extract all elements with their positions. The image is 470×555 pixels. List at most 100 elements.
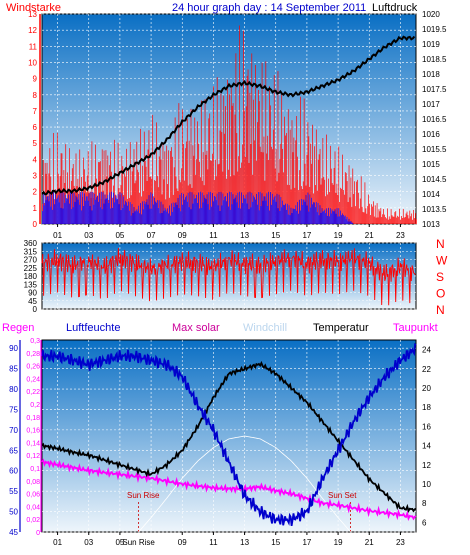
gust-bar bbox=[379, 211, 381, 224]
x-tick-label: 03 bbox=[84, 231, 93, 240]
avg-bar bbox=[74, 201, 76, 224]
gust-bar bbox=[291, 120, 293, 224]
gust-bar bbox=[171, 156, 173, 224]
avg-bar bbox=[45, 200, 47, 224]
gust-bar bbox=[248, 162, 250, 224]
x-tick-label: 11 bbox=[209, 538, 218, 547]
gust-bar bbox=[129, 142, 131, 224]
avg-bar bbox=[85, 200, 86, 224]
avg-bar bbox=[200, 207, 202, 224]
avg-bar bbox=[241, 192, 242, 224]
avg-bar bbox=[292, 208, 294, 224]
avg-bar bbox=[341, 215, 342, 224]
avg-bar bbox=[126, 202, 127, 224]
gust-bar bbox=[324, 179, 326, 224]
gust-bar bbox=[289, 129, 291, 224]
avg-bar bbox=[137, 211, 139, 224]
gust-bar bbox=[48, 173, 50, 224]
avg-bar bbox=[335, 213, 337, 224]
gust-bar bbox=[370, 215, 371, 224]
avg-bar bbox=[131, 204, 133, 224]
avg-bar bbox=[188, 207, 190, 224]
gust-bar bbox=[121, 155, 123, 224]
avg-bar bbox=[44, 193, 46, 224]
gust-bar bbox=[296, 116, 298, 224]
avg-bar bbox=[122, 208, 124, 224]
rain-tick-label: 0,28 bbox=[26, 351, 40, 358]
x-tick-label: 15 bbox=[271, 538, 280, 547]
avg-bar bbox=[176, 204, 178, 224]
avg-bar bbox=[94, 193, 96, 224]
avg-bar bbox=[77, 199, 79, 224]
avg-bar bbox=[332, 211, 334, 224]
gust-bar bbox=[387, 219, 389, 224]
x-tick-label: 19 bbox=[334, 231, 343, 240]
avg-bar bbox=[240, 208, 241, 224]
dewpoint-line bbox=[41, 458, 417, 521]
avg-bar bbox=[110, 208, 111, 224]
gust-bar bbox=[267, 135, 269, 224]
gust-bar bbox=[199, 161, 200, 224]
gust-bar bbox=[361, 206, 363, 224]
avg-bar bbox=[56, 197, 58, 224]
avg-bar bbox=[89, 205, 91, 224]
gust-bar bbox=[292, 152, 294, 224]
gust-bar bbox=[220, 93, 222, 224]
gust-bar bbox=[377, 217, 379, 224]
avg-bar bbox=[157, 208, 159, 224]
avg-bar bbox=[76, 197, 78, 224]
gust-bar bbox=[144, 160, 146, 224]
gust-bar bbox=[412, 219, 413, 224]
avg-bar bbox=[182, 204, 183, 224]
wind-tick-label: 6 bbox=[33, 123, 38, 132]
avg-bar bbox=[144, 204, 146, 224]
avg-bar bbox=[52, 209, 53, 224]
gust-bar bbox=[399, 208, 400, 224]
gust-bar bbox=[122, 166, 124, 224]
avg-bar bbox=[284, 205, 285, 224]
legend-taupunkt: Taupunkt bbox=[393, 322, 438, 334]
avg-bar bbox=[80, 192, 82, 224]
gust-bar bbox=[297, 156, 298, 224]
gust-bar bbox=[236, 133, 238, 224]
avg-bar bbox=[42, 191, 44, 224]
avg-bar bbox=[132, 213, 134, 224]
gust-bar bbox=[231, 105, 233, 224]
avg-bar bbox=[329, 216, 330, 224]
gust-bar bbox=[217, 164, 219, 224]
gust-bar bbox=[330, 168, 332, 224]
gust-bar bbox=[72, 164, 74, 224]
gust-bar bbox=[327, 194, 328, 224]
gust-bar bbox=[254, 140, 255, 224]
gust-bar bbox=[342, 154, 343, 224]
avg-bar bbox=[246, 203, 248, 224]
avg-bar bbox=[87, 200, 89, 224]
gust-bar bbox=[212, 153, 213, 224]
gust-bar bbox=[279, 158, 281, 224]
avg-bar bbox=[222, 193, 224, 224]
gust-bar bbox=[351, 206, 353, 224]
avg-bar bbox=[62, 208, 64, 224]
gust-bar bbox=[354, 181, 355, 224]
gust-bar bbox=[163, 179, 165, 224]
avg-bar bbox=[219, 211, 221, 224]
avg-bar bbox=[91, 210, 93, 224]
gust-bar bbox=[367, 206, 369, 224]
avg-bar bbox=[146, 199, 148, 224]
gust-bar bbox=[136, 141, 138, 224]
pressure-tick-label: 1018.5 bbox=[422, 55, 447, 64]
avg-bar bbox=[221, 205, 223, 224]
pressure-tick-label: 1014 bbox=[422, 190, 440, 199]
x-tick-label: 21 bbox=[365, 538, 374, 547]
gust-bar bbox=[349, 197, 351, 224]
wind-tick-label: 12 bbox=[28, 26, 37, 35]
gust-bar bbox=[242, 144, 243, 224]
gust-bar bbox=[128, 168, 129, 224]
avg-bar bbox=[264, 196, 266, 224]
wind-axis-title: Windstarke bbox=[6, 2, 61, 14]
avg-bar bbox=[185, 197, 186, 224]
avg-bar bbox=[108, 202, 110, 224]
avg-bar bbox=[273, 197, 275, 224]
avg-bar bbox=[243, 198, 245, 224]
